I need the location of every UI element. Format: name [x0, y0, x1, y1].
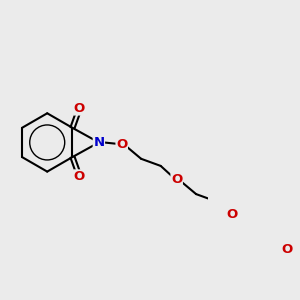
Text: O: O [74, 170, 85, 183]
Text: O: O [74, 102, 85, 115]
Text: O: O [226, 208, 237, 221]
Text: O: O [116, 137, 127, 151]
Text: N: N [93, 136, 104, 149]
Text: O: O [281, 243, 292, 256]
Text: O: O [171, 173, 182, 186]
